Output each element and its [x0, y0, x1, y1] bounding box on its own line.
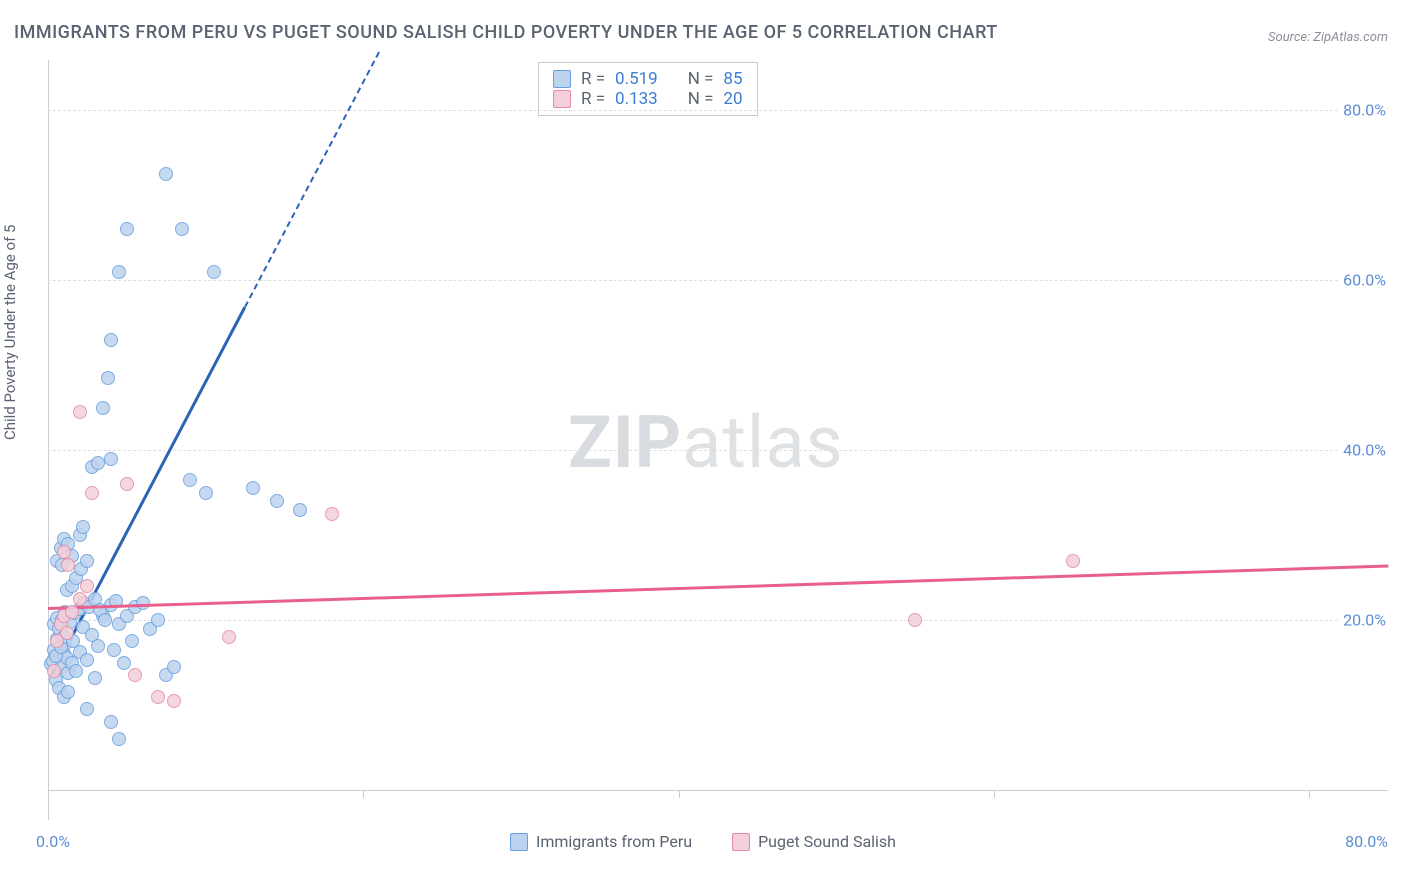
watermark-bold: ZIP: [568, 400, 682, 485]
scatter-point-peru: [61, 685, 75, 699]
grid-line: [48, 620, 1388, 621]
scatter-point-peru: [246, 481, 260, 495]
scatter-point-peru: [98, 613, 112, 627]
scatter-point-peru: [207, 265, 221, 279]
scatter-point-peru: [101, 371, 115, 385]
scatter-point-peru: [69, 664, 83, 678]
watermark: ZIPatlas: [568, 400, 844, 485]
watermark-rest: atlas: [682, 400, 844, 485]
scatter-point-peru: [293, 503, 307, 517]
scatter-point-peru: [104, 333, 118, 347]
scatter-point-salish: [61, 558, 75, 572]
chart-plot-area: ZIPatlas R = 0.519 N = 85 R = 0.133 N = …: [48, 60, 1388, 820]
trend-line-dash: [244, 52, 380, 308]
scatter-point-peru: [80, 653, 94, 667]
x-axis-tick: [363, 790, 364, 798]
correlation-legend-row: R = 0.519 N = 85: [553, 69, 743, 89]
scatter-point-peru: [112, 732, 126, 746]
grid-line: [48, 110, 1388, 111]
scatter-point-peru: [117, 656, 131, 670]
scatter-point-peru: [183, 473, 197, 487]
scatter-point-peru: [104, 715, 118, 729]
swatch-icon: [553, 70, 571, 88]
scatter-point-salish: [73, 592, 87, 606]
r-label: R =: [581, 69, 605, 89]
scatter-point-peru: [125, 634, 139, 648]
x-axis-min-label: 0.0%: [36, 832, 70, 851]
y-axis-tick-label: 20.0%: [1339, 611, 1390, 630]
n-label: N =: [688, 89, 714, 109]
scatter-point-salish: [167, 694, 181, 708]
scatter-point-peru: [167, 660, 181, 674]
scatter-point-salish: [47, 664, 61, 678]
scatter-point-peru: [270, 494, 284, 508]
scatter-point-peru: [151, 613, 165, 627]
swatch-icon: [732, 833, 750, 851]
grid-line: [48, 280, 1388, 281]
scatter-point-salish: [65, 605, 79, 619]
r-value: 0.519: [615, 69, 658, 89]
scatter-point-peru: [107, 643, 121, 657]
series-legend-item: Puget Sound Salish: [732, 832, 896, 851]
series-legend-item: Immigrants from Peru: [510, 832, 692, 851]
y-axis-tick-label: 40.0%: [1339, 441, 1390, 460]
scatter-point-salish: [60, 626, 74, 640]
scatter-point-peru: [159, 167, 173, 181]
x-axis-tick: [48, 790, 49, 798]
y-axis-label: Child Poverty Under the Age of 5: [1, 225, 19, 441]
scatter-point-peru: [91, 639, 105, 653]
scatter-point-salish: [908, 613, 922, 627]
scatter-point-salish: [128, 668, 142, 682]
y-axis-tick-label: 80.0%: [1339, 101, 1390, 120]
y-axis-line: [48, 60, 49, 820]
r-label: R =: [581, 89, 605, 109]
scatter-point-peru: [88, 671, 102, 685]
series-legend-label: Immigrants from Peru: [536, 832, 692, 851]
swatch-icon: [553, 90, 571, 108]
series-legend-label: Puget Sound Salish: [758, 832, 896, 851]
x-axis-line: [48, 790, 1388, 791]
n-value: 20: [723, 89, 742, 109]
correlation-legend-row: R = 0.133 N = 20: [553, 89, 743, 109]
scatter-point-peru: [120, 222, 134, 236]
scatter-point-salish: [85, 486, 99, 500]
scatter-point-salish: [325, 507, 339, 521]
scatter-point-peru: [80, 554, 94, 568]
scatter-point-peru: [104, 452, 118, 466]
scatter-point-salish: [120, 477, 134, 491]
scatter-point-peru: [112, 265, 126, 279]
scatter-point-peru: [80, 702, 94, 716]
y-axis-tick-label: 60.0%: [1339, 271, 1390, 290]
x-axis-max-label: 80.0%: [1345, 832, 1388, 851]
series-legend: Immigrants from Peru Puget Sound Salish: [510, 832, 896, 851]
chart-title: IMMIGRANTS FROM PERU VS PUGET SOUND SALI…: [14, 22, 998, 43]
grid-line: [48, 450, 1388, 451]
scatter-point-peru: [199, 486, 213, 500]
scatter-point-salish: [80, 579, 94, 593]
source-attribution: Source: ZipAtlas.com: [1268, 30, 1388, 45]
scatter-point-salish: [222, 630, 236, 644]
swatch-icon: [510, 833, 528, 851]
scatter-point-peru: [175, 222, 189, 236]
x-axis-tick: [1309, 790, 1310, 798]
n-value: 85: [723, 69, 742, 89]
scatter-point-salish: [1066, 554, 1080, 568]
trend-line: [48, 565, 1388, 610]
n-label: N =: [688, 69, 714, 89]
x-axis-tick: [994, 790, 995, 798]
r-value: 0.133: [615, 89, 658, 109]
scatter-point-salish: [151, 690, 165, 704]
scatter-point-peru: [96, 401, 110, 415]
scatter-point-peru: [76, 520, 90, 534]
scatter-point-salish: [73, 405, 87, 419]
x-axis-tick: [679, 790, 680, 798]
correlation-legend: R = 0.519 N = 85 R = 0.133 N = 20: [538, 62, 758, 116]
